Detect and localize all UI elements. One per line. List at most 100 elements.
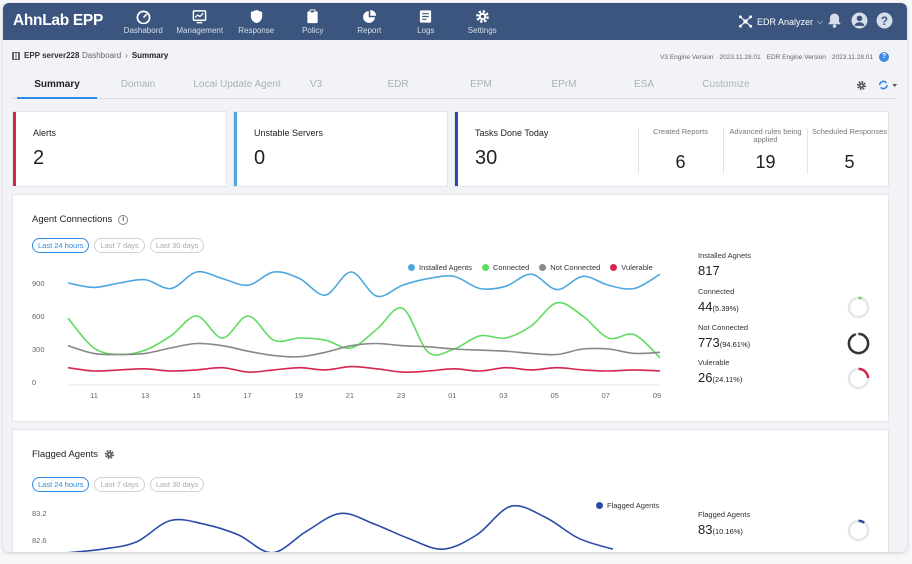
nav-item-response[interactable]: Response <box>228 3 285 40</box>
tasks-done-value: 30 <box>475 147 498 169</box>
nav-item-dashabord[interactable]: Dashabord <box>115 3 172 40</box>
edr-analyzer-menu[interactable]: EDR Analyzer ⌵ <box>738 14 823 29</box>
flagged-agents-label: Flagged Agents <box>698 510 751 519</box>
x-tick-label: 05 <box>550 391 558 400</box>
v3-version-value: 2023.11.28.01 <box>719 53 761 61</box>
legend-label: Flagged Agents <box>607 501 660 510</box>
legend-item[interactable]: Installed Agents <box>408 263 472 272</box>
flagged-agents-value: 83 <box>698 522 713 537</box>
gear-icon[interactable] <box>856 80 867 91</box>
chart-legend: Installed Agents Connected Not Connected Vu… <box>408 263 653 272</box>
tab-local-update-agent[interactable]: Local Update Agent <box>193 79 281 90</box>
legend-label: Not Connected <box>550 263 601 272</box>
x-tick-label: 11 <box>90 391 98 400</box>
nav-label: Response <box>238 25 275 35</box>
edr-analyzer-label: EDR Analyzer <box>757 16 814 27</box>
edr-version-value: 2023.11.28.01 <box>831 53 873 61</box>
gear-icon <box>475 9 489 23</box>
agent-connections-panel: Agent Connections i Last 24 hours Last 7… <box>12 194 889 422</box>
series-line-installed-agents <box>67 270 661 298</box>
info-icon[interactable]: i <box>118 214 129 225</box>
y-tick-label: 300 <box>32 345 45 354</box>
tab-domain[interactable]: Domain <box>120 79 156 90</box>
series-line-flagged-agents <box>67 504 614 552</box>
tab-customize[interactable]: Customize <box>702 79 750 90</box>
tab-eprm[interactable]: EPrM <box>551 79 577 90</box>
nav-label: Dashabord <box>123 25 163 35</box>
management-icon <box>192 9 207 23</box>
x-tick-label: 03 <box>499 391 507 400</box>
chevron-right-icon: › <box>125 51 128 60</box>
breadcrumb-dashboard[interactable]: Dashboard <box>82 51 122 60</box>
range-7d[interactable]: Last 7 days <box>94 477 145 492</box>
nav-label: Report <box>357 25 382 35</box>
legend-dot <box>481 264 489 271</box>
range-24h[interactable]: Last 24 hours <box>32 477 90 492</box>
stat-pct: (94.61%) <box>719 340 751 349</box>
flagged-agents-title: Flagged Agents <box>32 449 115 460</box>
stat-label: Not Connected <box>698 323 749 332</box>
agent-connections-range: Last 24 hours Last 7 days Last 30 days <box>32 238 205 253</box>
x-tick-label: 07 <box>602 391 610 400</box>
x-tick-label: 23 <box>397 391 405 400</box>
legend-item[interactable]: Flagged Agents <box>596 501 659 510</box>
legend-label: Connected <box>492 263 530 272</box>
nav-item-settings[interactable]: Settings <box>454 3 511 40</box>
legend-dot <box>408 264 415 271</box>
alerts-card[interactable]: Alerts 2 <box>12 111 227 187</box>
nav-label: Policy <box>302 25 324 35</box>
app-logo[interactable]: AhnLab EPP <box>13 12 104 29</box>
flagged-agents-stat: Flagged Agents 83(10.16%) <box>698 510 878 542</box>
legend-label: Installed Agents <box>419 263 472 272</box>
stat-value: 26 <box>698 370 713 385</box>
logs-icon <box>420 9 432 23</box>
y-tick-label: 82.6 <box>32 536 47 545</box>
tab-summary[interactable]: Summary <box>17 71 97 99</box>
stat-label: Vulerable <box>698 358 730 367</box>
tasks-accent <box>455 112 458 186</box>
agent-connections-title: Agent Connections i <box>32 214 129 225</box>
range-30d[interactable]: Last 30 days <box>149 477 205 492</box>
user-icon[interactable] <box>851 12 868 29</box>
advanced-rules-label: Advanced rules being applied <box>729 127 802 144</box>
server-name: EPP server228 <box>12 51 79 60</box>
refresh-icon[interactable] <box>877 79 897 91</box>
edr-version-label: EDR Engine Version <box>766 53 826 61</box>
breadcrumb-bar: EPP server228 Dashboard › Summary V3 Eng… <box>3 43 907 70</box>
v3-version-label: V3 Engine Version <box>660 53 714 61</box>
legend-item[interactable]: Connected <box>481 263 530 272</box>
unstable-servers-card[interactable]: Unstable Servers 0 <box>233 111 448 187</box>
y-tick-label: 900 <box>32 279 45 288</box>
flagged-ring <box>847 519 870 542</box>
tab-v3[interactable]: V3 <box>309 79 323 90</box>
clipboard-icon <box>307 8 318 23</box>
tab-edr[interactable]: EDR <box>387 79 409 90</box>
stat-vulerable: Vulerable 26(24.11%) <box>698 358 878 390</box>
tasks-done-card[interactable]: Tasks Done Today 30 Created Reports 6 Adv… <box>454 111 889 187</box>
nav-item-policy[interactable]: Policy <box>285 3 342 40</box>
advanced-rules-stat: Advanced rules being applied 19 <box>723 128 807 174</box>
help-icon[interactable]: ? <box>879 52 889 62</box>
range-7d[interactable]: Last 7 days <box>94 238 145 253</box>
created-reports-label: Created Reports <box>652 127 709 136</box>
series-line-connected <box>67 301 661 359</box>
nav-item-management[interactable]: Management <box>172 3 229 40</box>
dashboard-tabs: Summary Domain Local Update Agent V3 EDR EPM E… <box>11 71 897 99</box>
nav-item-logs[interactable]: Logs <box>398 3 455 40</box>
nav-item-report[interactable]: Report <box>341 3 398 40</box>
gear-icon[interactable] <box>104 449 115 460</box>
help-icon[interactable]: ? <box>876 12 893 29</box>
unstable-servers-label: Unstable Servers <box>254 128 324 138</box>
network-icon <box>738 15 753 28</box>
dashboard-icon <box>136 10 151 24</box>
legend-item[interactable]: Vulerable <box>610 263 653 272</box>
range-30d[interactable]: Last 30 days <box>149 238 205 253</box>
tab-esa[interactable]: ESA <box>633 79 654 90</box>
unstable-servers-value: 0 <box>254 147 266 169</box>
legend-item[interactable]: Not Connected <box>539 263 600 272</box>
chevron-down-icon: ⌵ <box>817 16 824 26</box>
bell-icon[interactable] <box>826 12 843 29</box>
stat-installed-agnets: Installed Agnets 817 <box>698 251 878 278</box>
range-24h[interactable]: Last 24 hours <box>32 238 90 253</box>
tab-epm[interactable]: EPM <box>470 79 492 90</box>
